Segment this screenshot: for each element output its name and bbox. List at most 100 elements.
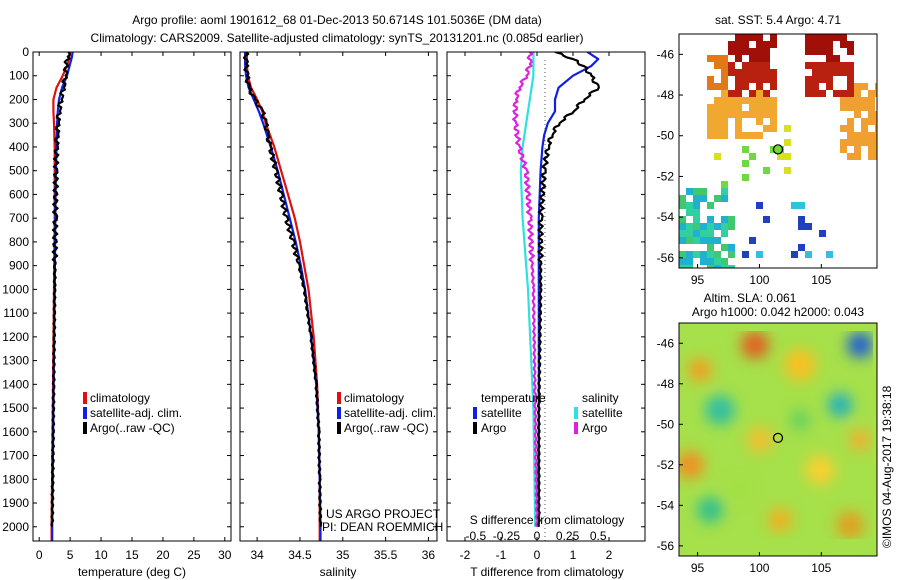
sst-cell: [742, 160, 749, 167]
sst-cell: [770, 69, 777, 76]
difference-yticks: [447, 51, 645, 528]
temperature-frame: [32, 51, 232, 542]
sst-cell: [868, 132, 875, 139]
sst-cell: [693, 195, 700, 202]
salinity-xticks: 34 34.5 35 35.5 36: [250, 52, 435, 562]
sst-cell: [735, 83, 742, 90]
sst-cell: [728, 62, 735, 69]
sst-cell: [847, 41, 854, 48]
sst-cell: [735, 76, 742, 83]
temperature-panel: 0100200300400500600700800900100011001200…: [2, 45, 232, 579]
sst-cell: [763, 41, 770, 48]
sst-cell: [707, 244, 714, 251]
sst-cell: [686, 237, 693, 244]
sst-cell: [721, 125, 728, 132]
sla-blob: [805, 455, 835, 485]
sst-cell: [749, 90, 756, 97]
sst-cell: [854, 153, 861, 160]
temperature-legend: climatology satellite-adj. clim. Argo(..…: [83, 391, 182, 435]
sst-cell: [868, 146, 875, 153]
legend-title-temperature: temperature: [481, 391, 546, 405]
profile-line-argo-raw-qc-: [242, 52, 323, 528]
sst-cell: [686, 202, 693, 209]
sst-cell: [735, 118, 742, 125]
sst-cell: [728, 41, 735, 48]
sst-cell: [721, 258, 728, 265]
lat-tick-label: -54: [657, 498, 675, 512]
sst-cell: [798, 216, 805, 223]
sla-map-subtitle: Argo h1000: 0.042 h2000: 0.043: [692, 305, 864, 319]
sst-cell: [812, 41, 819, 48]
x-tick-label: 5: [67, 548, 74, 562]
sla-blob: [747, 427, 773, 453]
depth-tick-label: 100: [9, 69, 29, 83]
sst-cell: [679, 258, 686, 265]
argo-float-marker-sst: [772, 144, 784, 155]
sst-cell: [819, 41, 826, 48]
sst-cell: [833, 69, 840, 76]
profile-line-argo-raw-qc-: [50, 52, 72, 528]
sla-map-title: Altim. SLA: 0.061: [704, 291, 797, 305]
sst-cell: [826, 55, 833, 62]
depth-tick-label: 1900: [2, 496, 29, 510]
lat-tick-label: -48: [657, 377, 675, 391]
sst-cell: [819, 76, 826, 83]
sst-cell: [847, 76, 854, 83]
sst-cell: [756, 90, 763, 97]
sst-cell: [700, 258, 707, 265]
sst-cell: [847, 62, 854, 69]
sst-cell: [707, 132, 714, 139]
sst-cell: [756, 55, 763, 62]
sst-cell: [679, 230, 686, 237]
sst-cell: [714, 62, 721, 69]
sst-cell: [840, 97, 847, 104]
sst-cell: [763, 48, 770, 55]
sst-cell: [749, 104, 756, 111]
sst-cell: [714, 104, 721, 111]
depth-tick-label: 500: [9, 164, 29, 178]
sst-cell: [847, 69, 854, 76]
sst-cell: [784, 167, 791, 174]
sst-cell: [868, 104, 875, 111]
sst-cell: [840, 69, 847, 76]
sst-cell: [840, 62, 847, 69]
profile-line-satellite: [537, 52, 600, 527]
sst-cell: [742, 62, 749, 69]
salinity-yticks: [240, 51, 437, 528]
depth-tick-label: 600: [9, 187, 29, 201]
temperature-xticks: 0 5 10 15 20 25 30: [36, 52, 232, 562]
sst-cell: [840, 125, 847, 132]
sst-cell: [777, 153, 784, 160]
x-tick-label: 30: [218, 548, 232, 562]
sst-cell: [840, 146, 847, 153]
sst-cell: [721, 132, 728, 139]
sst-cell: [749, 153, 756, 160]
sst-cell: [875, 118, 877, 125]
sst-cell: [707, 237, 714, 244]
sst-cell: [707, 125, 714, 132]
sst-cell: [707, 265, 714, 268]
sst-cell: [721, 265, 728, 268]
sst-cell: [742, 146, 749, 153]
sst-cell: [686, 258, 693, 265]
sst-cell: [763, 90, 770, 97]
sst-cell: [770, 97, 777, 104]
sst-cell: [861, 118, 868, 125]
sst-cell: [763, 125, 770, 132]
sst-cell: [679, 237, 686, 244]
x-tick-label: 0: [534, 548, 541, 562]
difference-legend: temperature satellite Argo salinity sate…: [473, 391, 623, 435]
sst-cell: [798, 223, 805, 230]
sst-cell: [875, 125, 877, 132]
depth-tick-label: 900: [9, 259, 29, 273]
lat-tick-label: -52: [657, 458, 675, 472]
sst-cell: [861, 139, 868, 146]
sst-cell: [700, 195, 707, 202]
lon-tick-label: 100: [749, 273, 769, 287]
sst-cell: [735, 41, 742, 48]
sst-cell: [847, 139, 854, 146]
sst-cell: [763, 76, 770, 83]
sst-cell: [875, 139, 877, 146]
lat-tick-label: -50: [657, 129, 675, 143]
x-tick-label: 1: [570, 548, 577, 562]
